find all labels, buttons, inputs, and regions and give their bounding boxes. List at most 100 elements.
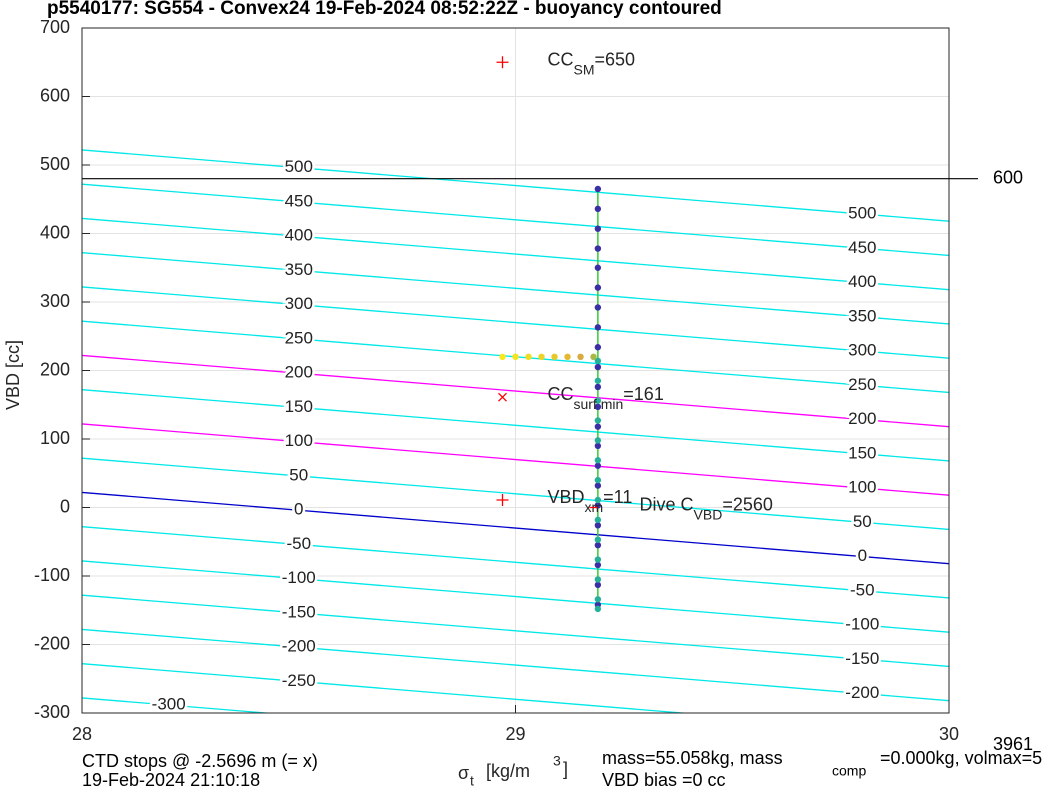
contour-label: 0 (294, 500, 303, 519)
marker-label-part: VBD (694, 506, 723, 522)
marker-label: VBDxm=11 (547, 487, 632, 515)
data-point (594, 596, 602, 603)
marker-label-part: =161 (623, 384, 664, 404)
plot-content (82, 149, 949, 713)
data-point (538, 353, 545, 360)
contour-label: -200 (845, 683, 879, 702)
x-axis-label: σ (458, 763, 469, 783)
x-tick-label: 30 (939, 724, 959, 744)
contour-line (82, 526, 949, 599)
marker-label-part: Dive C (640, 494, 694, 514)
marker-label-part: xm (585, 499, 604, 515)
marker (496, 56, 509, 69)
data-point (594, 576, 602, 583)
contour-label: -100 (845, 615, 879, 634)
marker-label-part: =11 (603, 487, 632, 507)
contour-label: 200 (848, 409, 876, 428)
y-tick-label: -100 (34, 565, 70, 585)
data-point (564, 353, 571, 360)
contour-line (82, 389, 949, 462)
marker-label-part: =2560 (722, 494, 773, 514)
data-point (594, 437, 602, 444)
reference-label: 600 (993, 167, 1023, 187)
contour-line (82, 252, 949, 325)
data-point (594, 516, 602, 524)
contour-line (82, 491, 949, 565)
marker (496, 493, 509, 506)
marker (498, 392, 507, 402)
x-axis-label: [kg/m (486, 761, 530, 781)
data-point (594, 205, 602, 213)
contour-label: 350 (848, 306, 876, 325)
footer-text: 19-Feb-2024 21:10:18 (82, 770, 260, 790)
contour-label: 500 (285, 157, 313, 176)
data-point (594, 245, 602, 252)
marker-label: Dive CVBD=2560 (640, 494, 773, 522)
contour-line (82, 149, 949, 222)
y-tick-label: 100 (40, 428, 70, 448)
contour-label: -150 (282, 602, 316, 621)
data-point (594, 581, 602, 589)
footer-text: CTD stops @ -2.5696 m (= x) (82, 751, 318, 771)
data-point (594, 496, 602, 504)
contour-line (82, 628, 949, 702)
data-point (594, 383, 602, 391)
marker-label-part: CC (547, 384, 573, 404)
y-tick-label: 400 (40, 222, 70, 242)
y-tick-label: 300 (40, 291, 70, 311)
contour-label: 450 (848, 238, 876, 257)
contour-label: -50 (850, 580, 875, 599)
contour-label: 250 (285, 328, 313, 347)
contour-label: 50 (853, 512, 872, 531)
data-point (594, 605, 602, 613)
contour-line (82, 354, 949, 428)
data-point (525, 353, 532, 360)
contour-line (82, 457, 949, 531)
y-tick-label: 0 (60, 496, 70, 516)
data-point (594, 423, 602, 430)
data-point (594, 482, 602, 489)
data-point (594, 304, 602, 311)
data-point (594, 556, 602, 563)
y-axis-label: VBD [cc] (3, 340, 23, 410)
contour-label: 150 (285, 397, 313, 416)
data-point (594, 403, 602, 411)
marker-label-part: VBD (547, 487, 584, 507)
contour-label: 0 (858, 546, 867, 565)
data-point (594, 344, 602, 351)
contour-label: 300 (285, 294, 313, 313)
marker-label-part: SM (573, 61, 594, 77)
data-point (594, 541, 602, 549)
contour-line (82, 217, 949, 291)
x-axis-label: ] (563, 759, 568, 779)
data-point (594, 476, 602, 484)
contour-label: 150 (848, 443, 876, 462)
data-point (594, 324, 602, 331)
contour-line (82, 423, 949, 496)
contour-line (82, 663, 691, 713)
data-point (594, 363, 602, 371)
y-tick-label: 200 (40, 359, 70, 379)
contour-label: 450 (285, 191, 313, 210)
data-point (594, 462, 602, 469)
x-axis-label: 3 (553, 753, 561, 769)
data-point (594, 357, 602, 365)
data-point (594, 284, 602, 291)
data-point (594, 264, 602, 271)
x-axis-label: t (470, 773, 474, 789)
data-point (512, 353, 519, 360)
x-tick-label: 29 (505, 724, 525, 744)
data-point (594, 185, 602, 193)
data-point (594, 377, 602, 384)
footer-text: =0.000kg, volmax=5 (880, 748, 1042, 768)
marker-label-part: surf min (573, 396, 623, 412)
x-tick-label: 28 (72, 724, 92, 744)
contour-label: 200 (285, 363, 313, 382)
contour-label: 250 (848, 375, 876, 394)
contour-label: 100 (848, 478, 876, 497)
data-point (594, 442, 602, 450)
contour-label: -50 (286, 534, 311, 553)
contour-label: 400 (848, 272, 876, 291)
